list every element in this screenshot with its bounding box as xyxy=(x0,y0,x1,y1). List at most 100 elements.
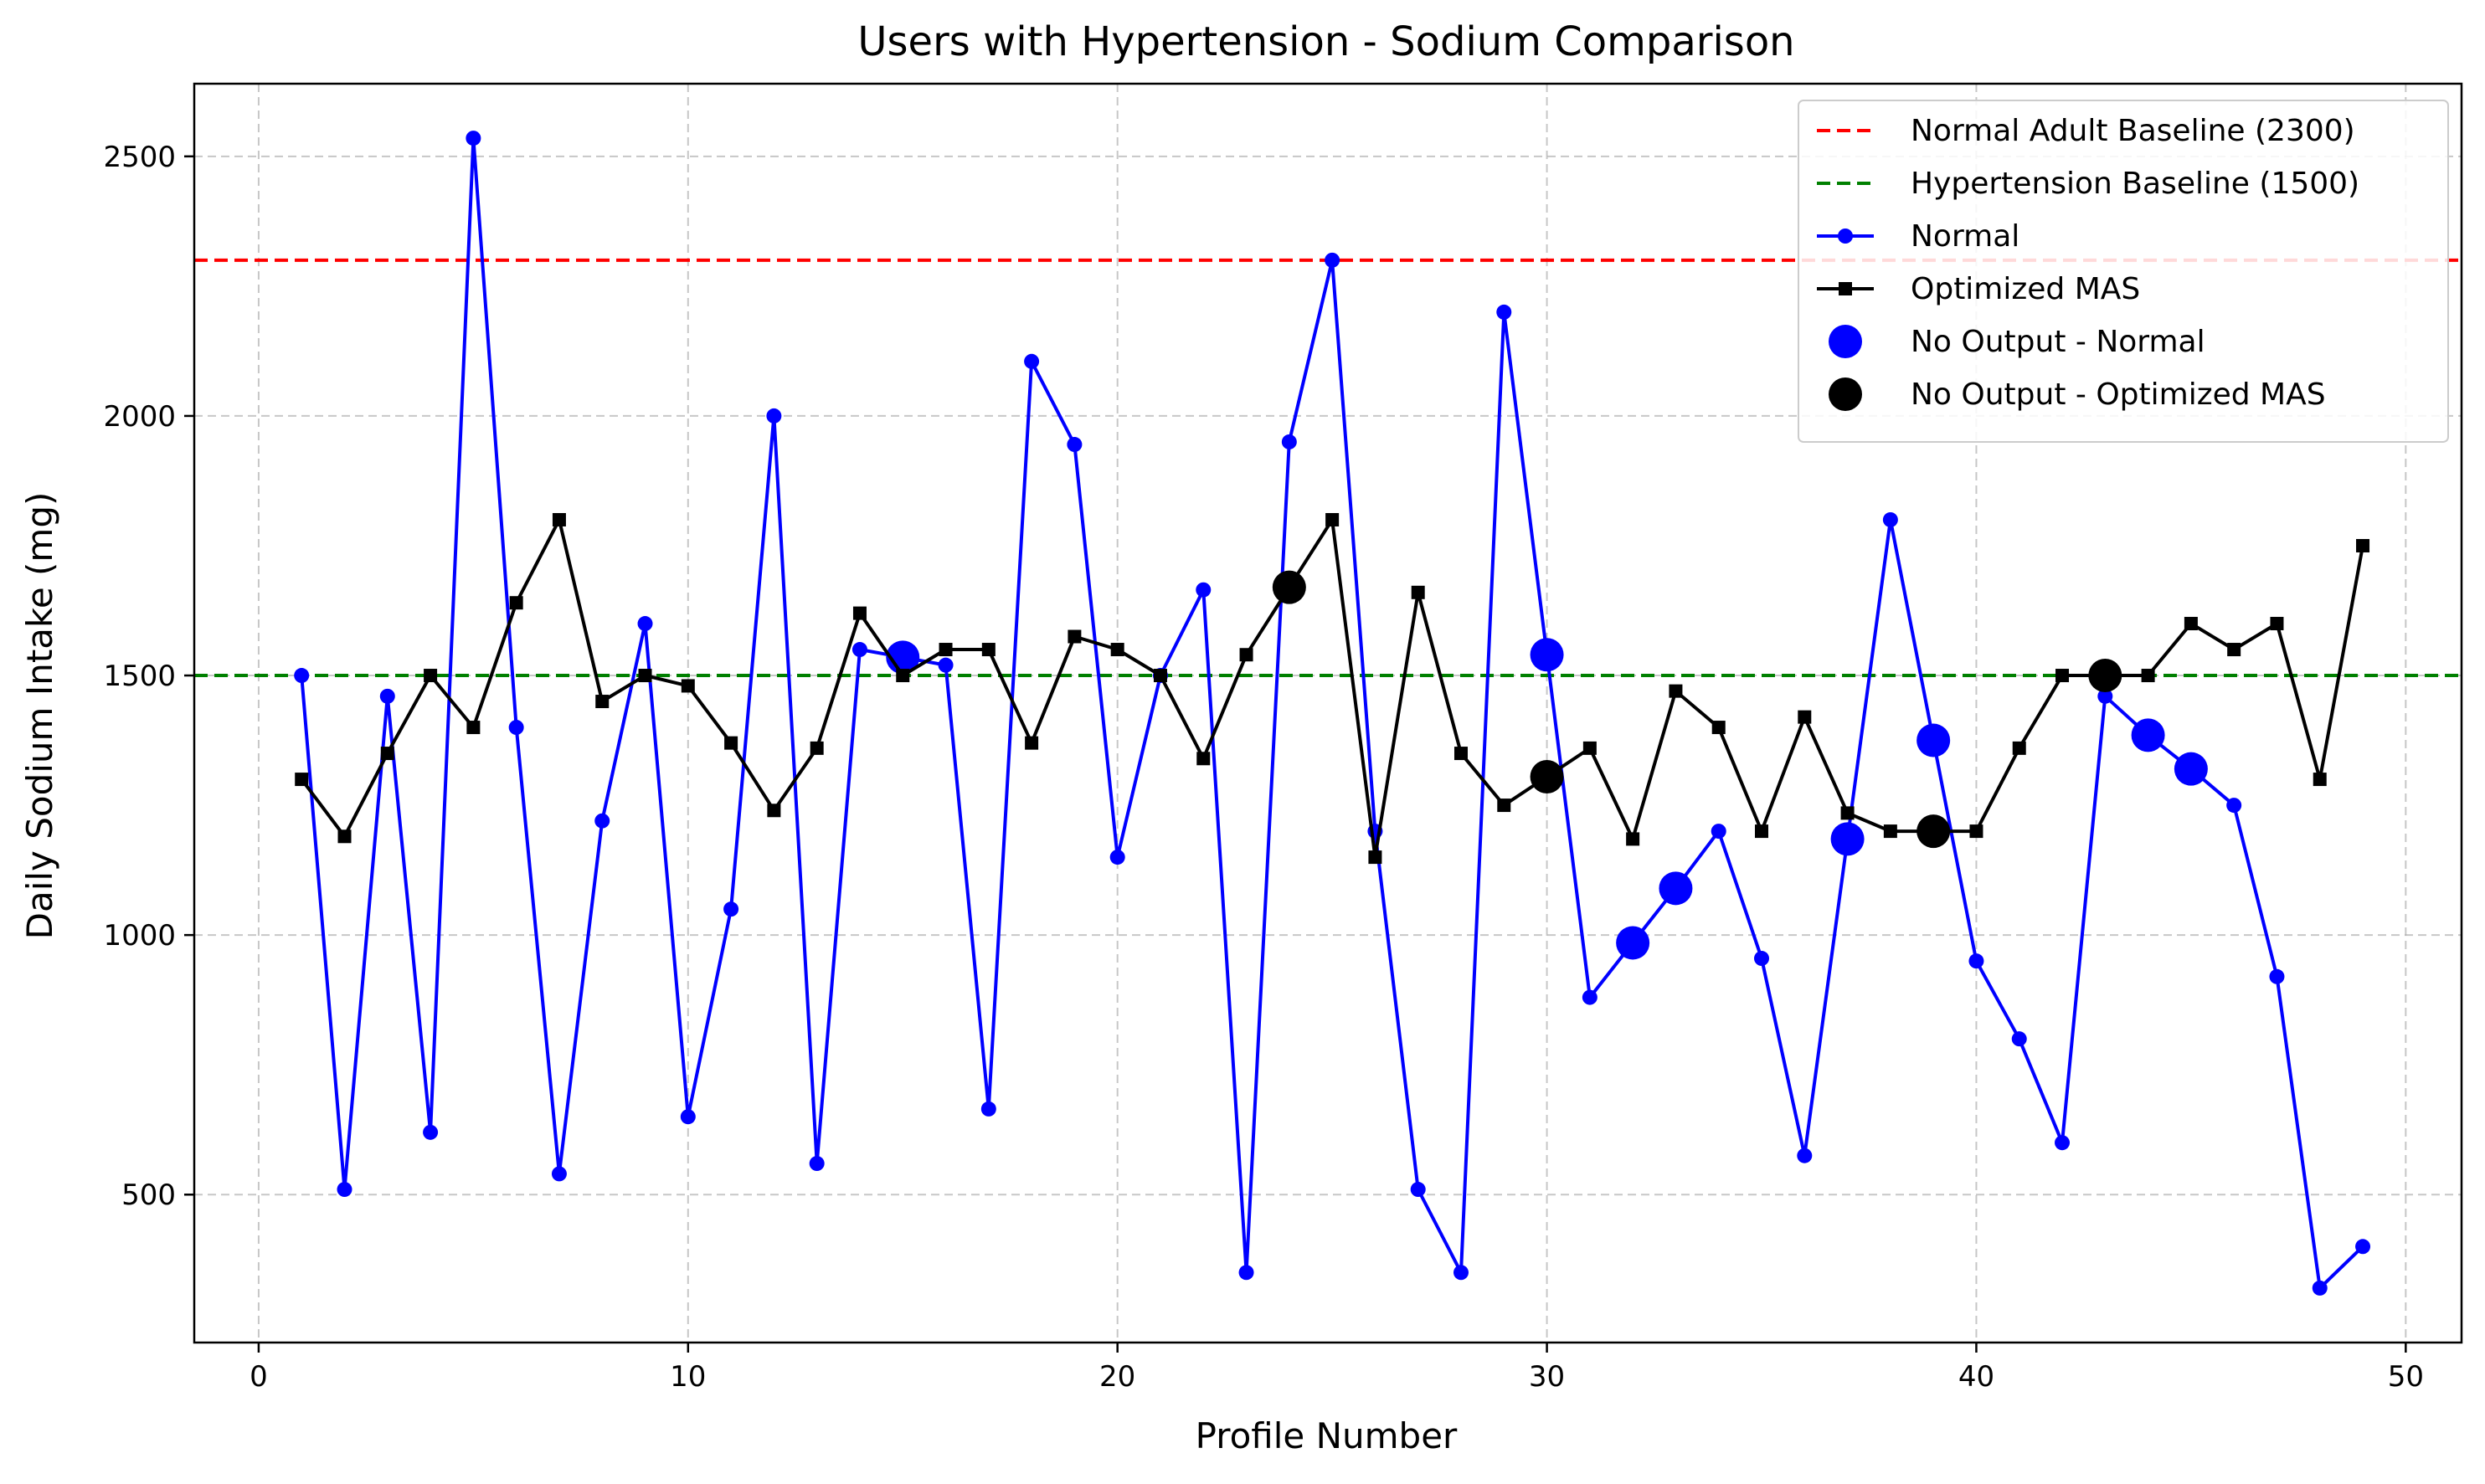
data-point xyxy=(594,813,610,829)
x-tick-label: 10 xyxy=(670,1360,706,1394)
data-point xyxy=(1582,741,1597,755)
data-point xyxy=(2011,1031,2027,1047)
data-point xyxy=(1067,437,1083,453)
no-output-point xyxy=(1916,814,1951,849)
data-point xyxy=(1153,669,1167,683)
no-output-point xyxy=(1272,570,1306,604)
data-point xyxy=(1969,824,1983,839)
data-point xyxy=(1025,736,1039,750)
data-point xyxy=(380,747,394,761)
data-point xyxy=(810,741,824,755)
no-output-point xyxy=(1830,822,1865,856)
data-point xyxy=(2012,741,2026,755)
data-point xyxy=(1281,434,1297,449)
no-output-point xyxy=(1916,723,1951,757)
data-point xyxy=(680,1109,696,1125)
data-point xyxy=(1968,953,1984,969)
data-point xyxy=(1110,643,1124,657)
data-point xyxy=(1024,353,1040,369)
y-tick-label: 2000 xyxy=(103,400,176,434)
x-tick-label: 40 xyxy=(1958,1360,1994,1394)
data-point xyxy=(723,901,739,917)
data-point xyxy=(1840,806,1855,820)
data-point xyxy=(295,773,309,787)
data-point xyxy=(767,804,781,818)
legend-label: No Output - Optimized MAS xyxy=(1911,377,2326,412)
legend-marker xyxy=(1829,325,1862,358)
y-axis-label: Daily Sodium Intake (mg) xyxy=(19,492,60,940)
data-point xyxy=(766,408,782,424)
data-point xyxy=(724,736,738,750)
data-point xyxy=(509,596,523,610)
data-point xyxy=(1368,850,1382,865)
data-point xyxy=(1797,1148,1813,1163)
data-point xyxy=(980,1101,996,1117)
data-point xyxy=(1196,582,1212,598)
data-point xyxy=(2269,968,2285,984)
data-point xyxy=(939,643,953,657)
data-point xyxy=(1496,304,1512,320)
data-point xyxy=(1883,824,1897,839)
data-point xyxy=(337,1182,352,1198)
data-point xyxy=(508,720,524,736)
legend-marker xyxy=(1839,282,1852,295)
y-tick-label: 1500 xyxy=(103,660,176,693)
data-point xyxy=(638,669,652,683)
data-point xyxy=(1711,721,1726,735)
data-point xyxy=(1882,511,1898,527)
data-point xyxy=(938,657,954,673)
data-point xyxy=(1196,752,1211,766)
data-point xyxy=(1410,1182,1426,1198)
x-tick-label: 50 xyxy=(2388,1360,2424,1394)
data-point xyxy=(1626,832,1640,846)
x-tick-label: 0 xyxy=(250,1360,268,1394)
data-point xyxy=(379,688,395,704)
x-tick-label: 20 xyxy=(1099,1360,1135,1394)
data-point xyxy=(2227,643,2241,657)
data-point xyxy=(637,616,653,632)
data-point xyxy=(1582,989,1598,1005)
data-point xyxy=(1411,585,1425,599)
data-point xyxy=(424,669,438,683)
data-point xyxy=(337,829,352,844)
data-point xyxy=(2356,538,2370,552)
data-point xyxy=(1453,747,1468,761)
data-point xyxy=(1109,850,1125,865)
legend-box xyxy=(1798,100,2449,443)
data-point xyxy=(896,669,910,683)
series-group xyxy=(294,131,2371,1296)
no-output-point xyxy=(2088,659,2122,693)
x-tick-label: 30 xyxy=(1529,1360,1565,1394)
y-tick-label: 2500 xyxy=(103,141,176,174)
data-point xyxy=(1497,798,1511,813)
no-output-point xyxy=(1530,638,1564,672)
data-point xyxy=(2270,617,2284,631)
no-output-point xyxy=(2174,752,2208,786)
data-point xyxy=(1754,951,1770,967)
data-point xyxy=(1325,512,1340,526)
legend-label: Optimized MAS xyxy=(1911,272,2140,306)
series-group xyxy=(295,512,2370,865)
data-point xyxy=(466,721,481,735)
legend-marker xyxy=(1829,377,1862,411)
x-axis-label: Profile Number xyxy=(1196,1415,1458,1456)
plot-frame xyxy=(193,82,2463,1344)
no-output-point xyxy=(1530,759,1564,793)
data-point xyxy=(1238,1265,1254,1281)
data-point xyxy=(2055,669,2070,683)
legend-label: Normal Adult Baseline (2300) xyxy=(1911,114,2355,148)
data-point xyxy=(2097,688,2113,704)
legend-label: Normal xyxy=(1911,219,2019,254)
data-point xyxy=(1325,252,1340,268)
data-point xyxy=(852,606,867,620)
y-tick-label: 500 xyxy=(121,1178,176,1212)
data-point xyxy=(2226,798,2242,814)
data-point xyxy=(552,512,566,526)
data-point xyxy=(809,1156,825,1172)
data-point xyxy=(466,131,481,146)
data-point xyxy=(1669,684,1683,698)
data-point xyxy=(1711,824,1726,840)
data-point xyxy=(981,643,996,657)
